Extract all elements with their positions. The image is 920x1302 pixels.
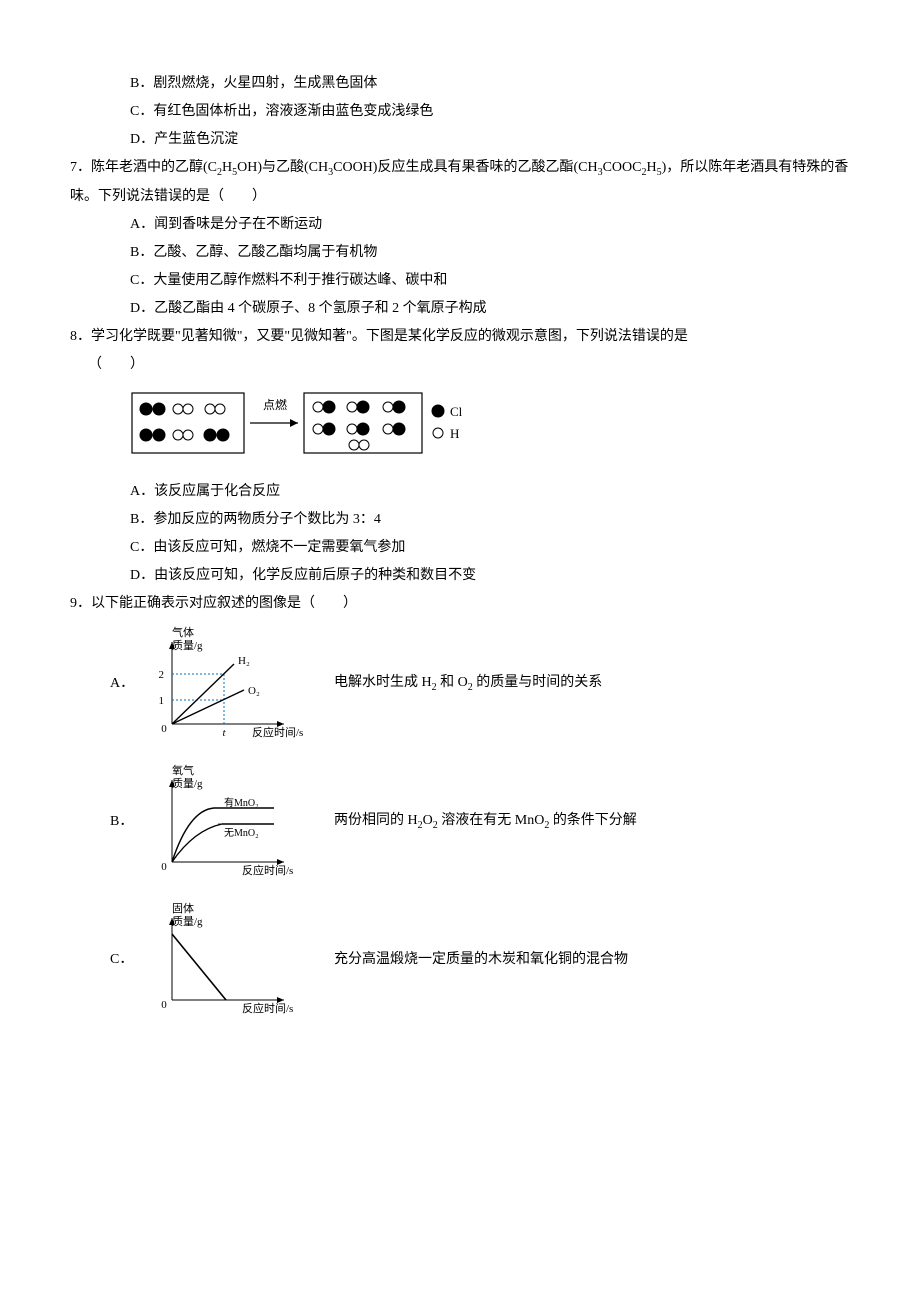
svg-text:H₂: H₂ [238, 655, 250, 667]
svg-text:0: 0 [161, 861, 167, 873]
q8-diagram: 点燃 Cl H [70, 387, 850, 470]
q6-option-b: B．剧烈燃烧，火星四射，生成黑色固体 [70, 70, 850, 98]
q7-option-b: B．乙酸、乙醇、乙酸乙酯均属于有机物 [70, 239, 850, 267]
svg-text:0: 0 [161, 723, 167, 735]
svg-text:有MnO₂: 有MnO₂ [224, 796, 259, 809]
svg-text:2: 2 [159, 669, 165, 681]
svg-text:t: t [222, 727, 226, 739]
q9-option-b: B． 氧气 质量/g 0 有MnO₂ 无MnO₂ 反应时间/s 两份相同的 H2… [70, 762, 850, 882]
svg-text:反应时间/s: 反应时间/s [242, 1001, 293, 1015]
svg-text:0: 0 [161, 999, 167, 1011]
svg-text:反应时间/s: 反应时间/s [252, 725, 303, 739]
q7-option-a: A．闻到香味是分子在不断运动 [70, 211, 850, 239]
q6-option-c: C．有红色固体析出，溶液逐渐由蓝色变成浅绿色 [70, 98, 850, 126]
q7-option-d: D．乙酸乙酯由 4 个碳原子、8 个氢原子和 2 个氧原子构成 [70, 295, 850, 323]
q8-option-a: A．该反应属于化合反应 [70, 478, 850, 506]
svg-text:质量/g: 质量/g [172, 777, 203, 790]
svg-text:Cl: Cl [450, 404, 463, 419]
svg-text:无MnO₂: 无MnO₂ [224, 828, 259, 839]
q7-stem-part: 7．陈年老酒中的乙醇(C [70, 160, 217, 175]
q6-option-d: D．产生蓝色沉淀 [70, 126, 850, 154]
svg-text:气体: 气体 [172, 625, 194, 639]
svg-text:固体: 固体 [172, 901, 194, 915]
svg-text:反应时间/s: 反应时间/s [242, 863, 293, 877]
q9-option-a: A． 气体 质量/g 0 1 2 H₂ O₂ t 反应时间/s [70, 624, 850, 744]
q9-a-desc: 电解水时生成 H2 和 O2 的质量与时间的关系 [314, 669, 602, 698]
q9-b-desc: 两份相同的 H2O2 溶液在有无 MnO2 的条件下分解 [314, 807, 637, 836]
q9-option-c: C． 固体 质量/g 0 反应时间/s 充分高温煅烧一定质量的木炭和氧化铜的混合… [70, 900, 850, 1020]
q7-stem-part: OH)与乙酸(CH [237, 160, 328, 175]
q7-stem-part: H [222, 160, 232, 175]
q7-stem-part: COOH)反应生成具有果香味的乙酸乙酯(CH [333, 160, 597, 175]
svg-text:点燃: 点燃 [263, 397, 287, 412]
svg-text:1: 1 [159, 695, 165, 707]
q7-stem-part: H [646, 160, 656, 175]
q9-c-figure: 固体 质量/g 0 反应时间/s [134, 900, 314, 1020]
svg-text:O₂: O₂ [248, 685, 260, 697]
q8-option-b: B．参加反应的两物质分子个数比为 3：4 [70, 506, 850, 534]
q9-b-figure: 氧气 质量/g 0 有MnO₂ 无MnO₂ 反应时间/s [134, 762, 314, 882]
q7-stem-part: COOC [603, 160, 642, 175]
q9-c-desc: 充分高温煅烧一定质量的木炭和氧化铜的混合物 [314, 946, 628, 974]
svg-text:氧气: 氧气 [172, 763, 194, 777]
svg-text:质量/g: 质量/g [172, 639, 203, 652]
q8-option-d: D．由该反应可知，化学反应前后原子的种类和数目不变 [70, 562, 850, 590]
q9-b-label: B． [110, 808, 134, 836]
q9-a-label: A． [110, 670, 134, 698]
q8-option-c: C．由该反应可知，燃烧不一定需要氧气参加 [70, 534, 850, 562]
q8-stem-line2: （ ） [70, 351, 850, 379]
q9-stem: 9．以下能正确表示对应叙述的图像是（ ） [70, 590, 850, 618]
q9-c-label: C． [110, 946, 134, 974]
svg-text:H: H [450, 426, 459, 441]
q7-stem: 7．陈年老酒中的乙醇(C2H5OH)与乙酸(CH3COOH)反应生成具有果香味的… [70, 154, 850, 211]
q7-option-c: C．大量使用乙醇作燃料不利于推行碳达峰、碳中和 [70, 267, 850, 295]
svg-text:质量/g: 质量/g [172, 915, 203, 928]
q9-a-figure: 气体 质量/g 0 1 2 H₂ O₂ t 反应时间/s [134, 624, 314, 744]
q8-stem-line1: 8．学习化学既要"见著知微"，又要"见微知著"。下图是某化学反应的微观示意图，下… [70, 323, 850, 351]
